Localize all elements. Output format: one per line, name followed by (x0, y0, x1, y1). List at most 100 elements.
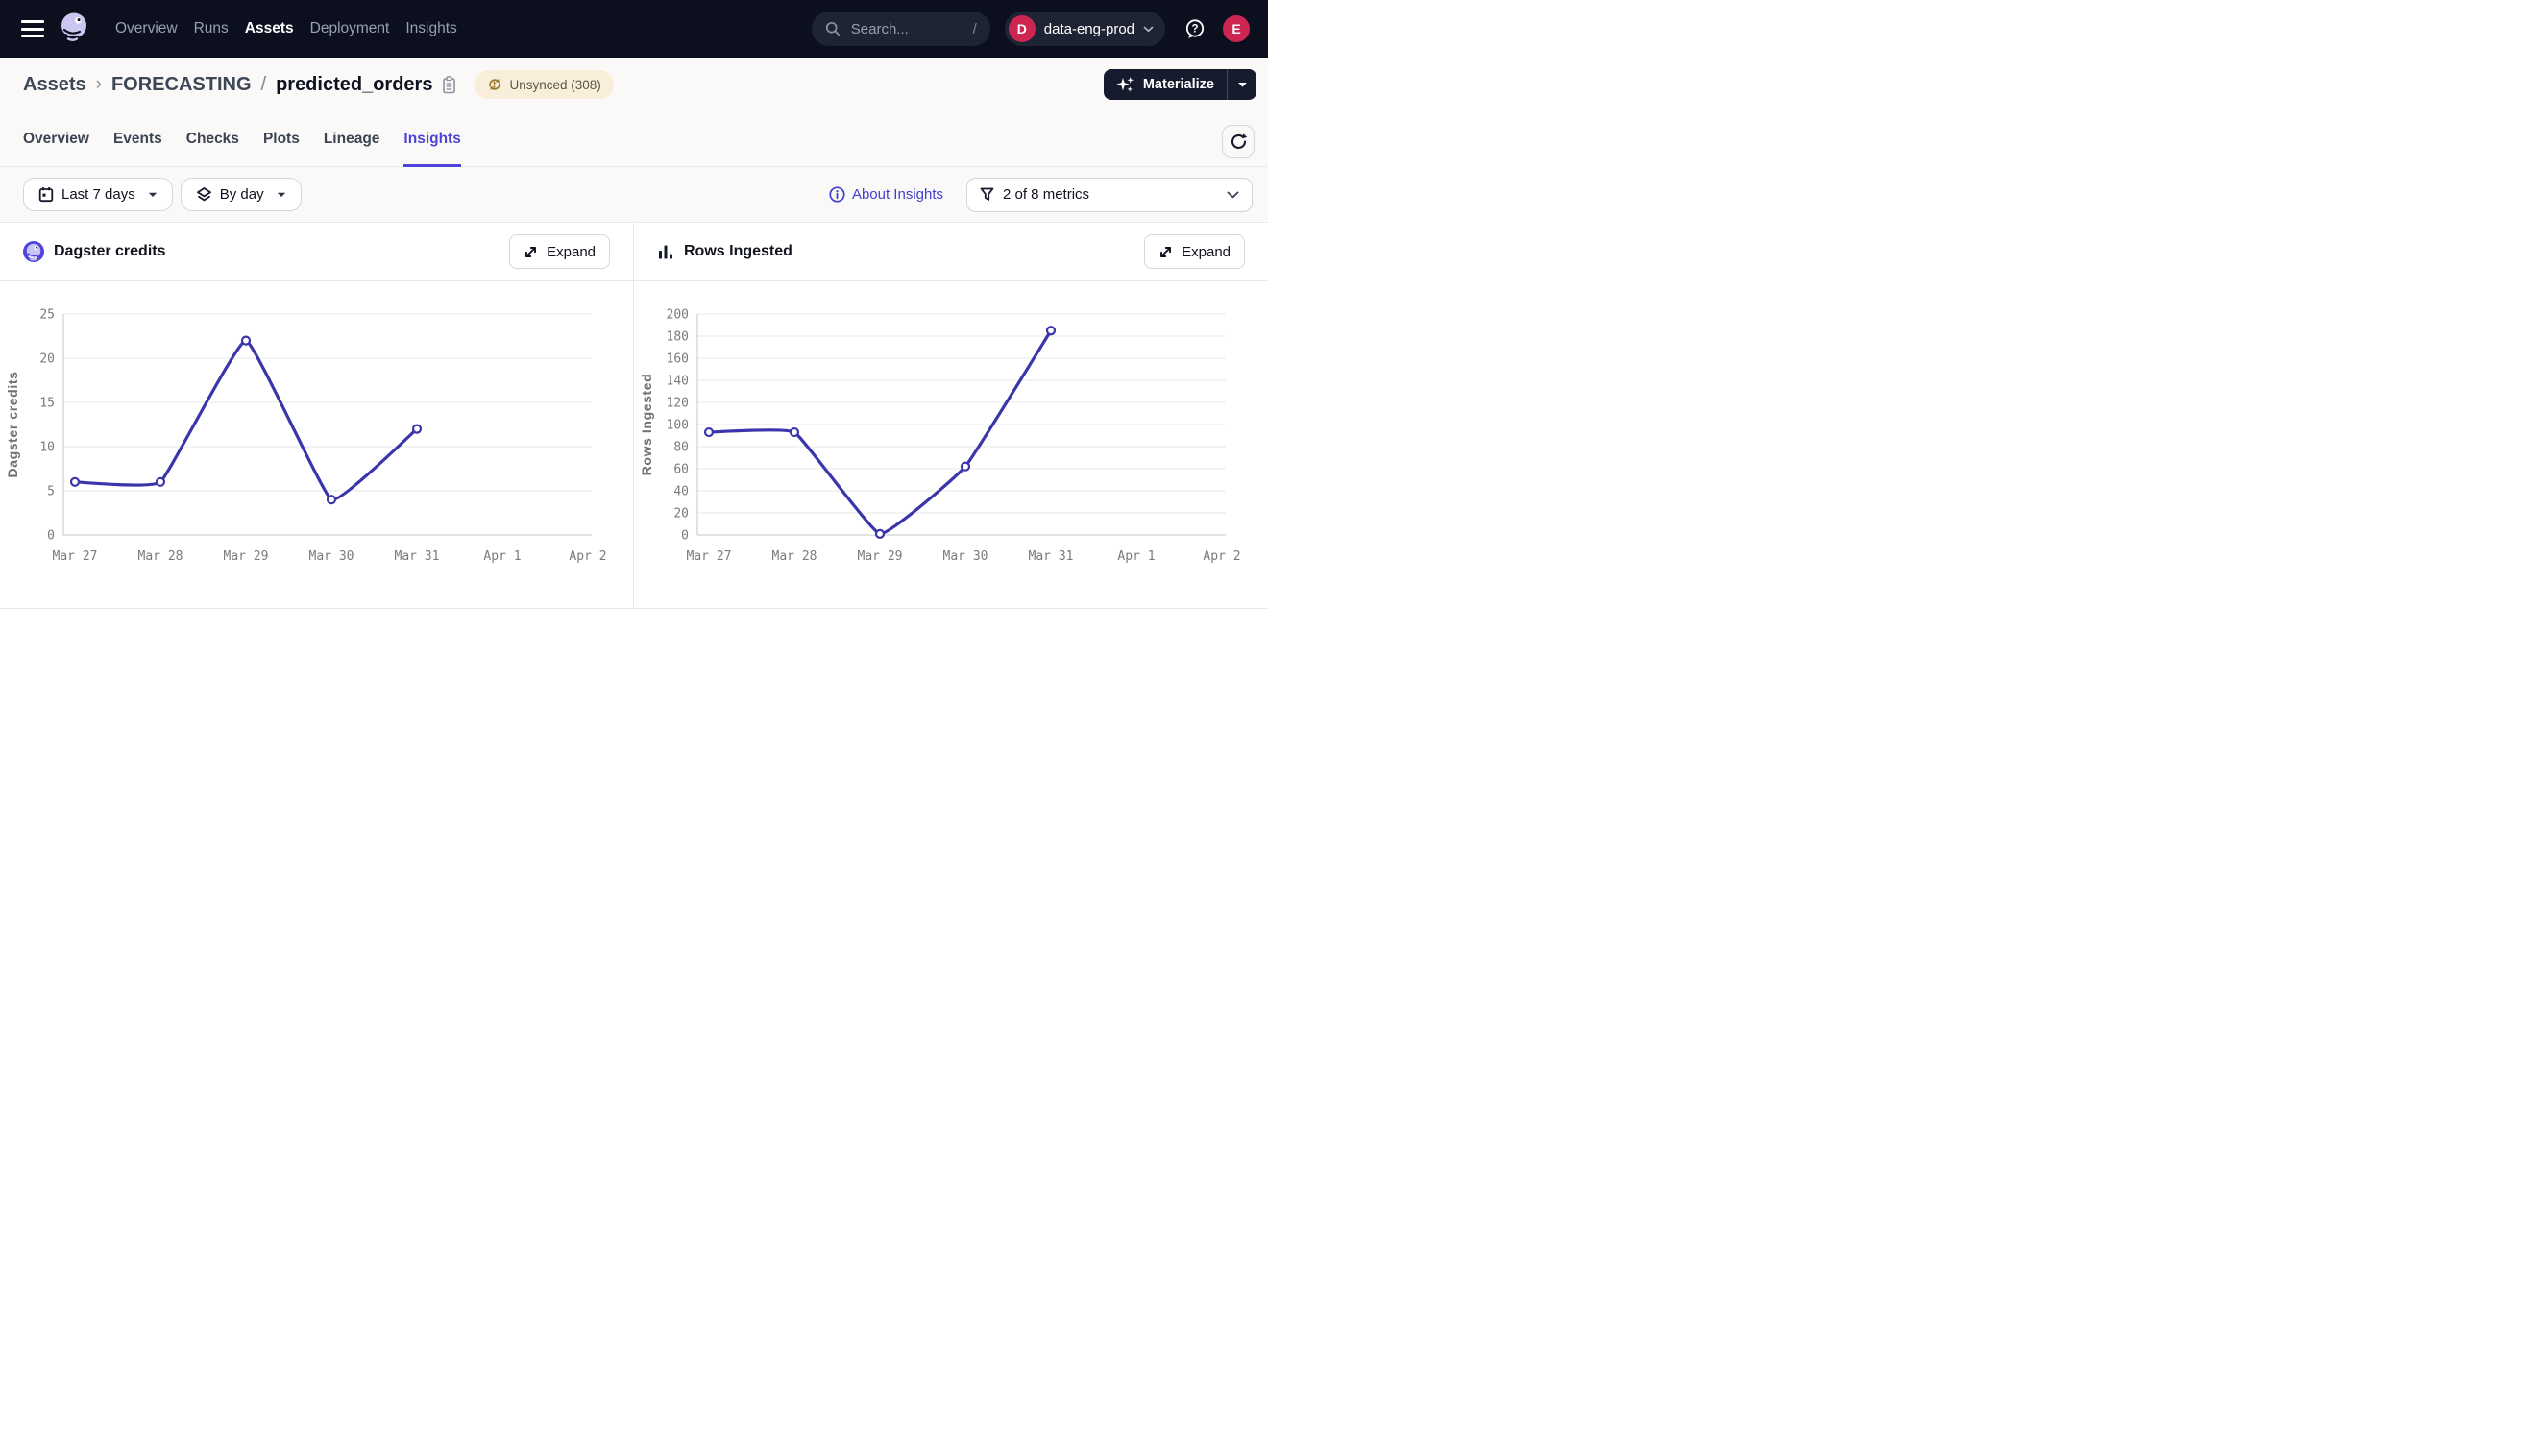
chevron-down-icon (1143, 26, 1154, 33)
svg-text:120: 120 (667, 397, 689, 411)
svg-text:Mar 27: Mar 27 (687, 549, 732, 564)
svg-text:Mar 28: Mar 28 (772, 549, 817, 564)
deployment-name: data-eng-prod (1044, 21, 1134, 37)
nav-runs[interactable]: Runs (194, 20, 229, 37)
tab-lineage[interactable]: Lineage (324, 111, 380, 166)
svg-text:?: ? (1191, 24, 1198, 36)
materialize-options-caret[interactable] (1228, 69, 1256, 100)
svg-text:160: 160 (667, 352, 689, 367)
expand-rows-ingested-button[interactable]: Expand (1144, 234, 1245, 269)
filter-funnel-icon (980, 187, 994, 202)
svg-text:Mar 28: Mar 28 (138, 549, 183, 564)
svg-text:Mar 29: Mar 29 (858, 549, 903, 564)
refresh-button[interactable] (1222, 125, 1255, 158)
primary-nav: Overview Runs Assets Deployment Insights (115, 20, 457, 37)
chevron-down-icon (277, 192, 286, 198)
nav-overview[interactable]: Overview (115, 20, 178, 37)
svg-text:Mar 31: Mar 31 (395, 549, 440, 564)
refresh-icon (1230, 133, 1248, 151)
svg-text:0: 0 (681, 529, 689, 544)
layers-icon (196, 187, 212, 203)
top-navigation-bar: Overview Runs Assets Deployment Insights… (0, 0, 1268, 58)
dagster-credits-chart: 0510152025Mar 27Mar 28Mar 29Mar 30Mar 31… (0, 281, 633, 608)
info-icon (829, 186, 845, 203)
rows-ingested-chart: 020406080100120140160180200Mar 27Mar 28M… (634, 281, 1267, 608)
svg-text:60: 60 (673, 463, 689, 477)
rows-ingested-header: Rows Ingested Expand (634, 223, 1268, 281)
materialize-button[interactable]: Materialize (1104, 69, 1227, 100)
search-input[interactable] (849, 20, 964, 38)
svg-text:20: 20 (39, 352, 55, 367)
breadcrumb-chevron: › (96, 74, 102, 95)
metrics-filter-label: 2 of 8 metrics (1003, 186, 1089, 203)
nav-deployment[interactable]: Deployment (310, 20, 390, 37)
svg-text:Rows Ingested: Rows Ingested (639, 374, 654, 476)
breadcrumb-separator: / (261, 74, 267, 96)
bar-chart-icon (657, 243, 674, 260)
metrics-filter-select[interactable]: 2 of 8 metrics (966, 178, 1253, 212)
svg-text:10: 10 (39, 441, 55, 455)
svg-text:Mar 30: Mar 30 (309, 549, 354, 564)
tab-checks[interactable]: Checks (186, 111, 239, 166)
insights-filter-row: Last 7 days By day About Insights (0, 167, 1268, 222)
tab-plots[interactable]: Plots (263, 111, 300, 166)
materialize-split-button: Materialize (1104, 69, 1256, 100)
breadcrumb-group-link[interactable]: FORECASTING (111, 74, 252, 96)
search-shortcut-hint: / (973, 21, 977, 37)
svg-text:180: 180 (667, 330, 689, 345)
dagster-credits-title: Dagster credits (54, 243, 166, 260)
about-insights-label: About Insights (852, 186, 943, 203)
svg-text:Apr 1: Apr 1 (483, 549, 521, 564)
svg-text:100: 100 (667, 419, 689, 433)
search-icon (825, 21, 841, 36)
expand-dagster-credits-button[interactable]: Expand (509, 234, 610, 269)
expand-label: Expand (1182, 244, 1231, 260)
copy-asset-name-icon[interactable] (441, 76, 457, 94)
svg-text:40: 40 (673, 485, 689, 499)
dagster-credits-icon (23, 241, 44, 262)
date-range-dropdown[interactable]: Last 7 days (23, 178, 173, 211)
tab-insights[interactable]: Insights (403, 111, 460, 166)
svg-text:140: 140 (667, 375, 689, 389)
tab-overview[interactable]: Overview (23, 111, 89, 166)
date-range-label: Last 7 days (61, 186, 135, 203)
svg-text:Mar 29: Mar 29 (224, 549, 269, 564)
materialize-label: Materialize (1143, 77, 1214, 92)
svg-text:Dagster credits: Dagster credits (5, 372, 20, 478)
breadcrumb-row: Assets › FORECASTING / predicted_orders (0, 58, 1268, 111)
granularity-label: By day (220, 186, 264, 203)
user-avatar[interactable]: E (1223, 15, 1250, 42)
about-insights-link[interactable]: About Insights (829, 186, 943, 203)
nav-insights[interactable]: Insights (405, 20, 456, 37)
page-header: Assets › FORECASTING / predicted_orders (0, 58, 1268, 222)
svg-text:200: 200 (667, 308, 689, 323)
search-box[interactable]: / (812, 12, 990, 46)
tab-events[interactable]: Events (113, 111, 162, 166)
dagster-credits-panel: Dagster credits Expand 0510152025Mar 27M… (0, 223, 634, 608)
unsynced-status-badge[interactable]: Unsynced (308) (475, 70, 613, 99)
chevron-down-icon (1227, 191, 1239, 199)
dagster-credits-header: Dagster credits Expand (0, 223, 633, 281)
expand-icon (1158, 245, 1173, 259)
deployment-switcher[interactable]: D data-eng-prod (1005, 12, 1165, 46)
svg-text:15: 15 (39, 397, 55, 411)
chevron-down-icon (148, 192, 158, 198)
svg-text:25: 25 (39, 308, 55, 323)
help-icon[interactable]: ? (1183, 17, 1207, 40)
rows-ingested-title: Rows Ingested (684, 243, 792, 260)
dagster-logo-icon[interactable] (58, 11, 90, 48)
menu-icon[interactable] (21, 20, 44, 37)
breadcrumb: Assets › FORECASTING / predicted_orders (23, 74, 432, 96)
breadcrumb-assets-link[interactable]: Assets (23, 74, 86, 96)
nav-assets[interactable]: Assets (245, 20, 294, 37)
sync-alert-icon (487, 77, 502, 92)
calendar-icon (38, 186, 54, 203)
svg-text:Apr 1: Apr 1 (1117, 549, 1155, 564)
unsynced-label: Unsynced (308) (509, 78, 600, 92)
svg-text:Apr 2: Apr 2 (569, 549, 606, 564)
page-title: predicted_orders (276, 74, 432, 96)
expand-label: Expand (547, 244, 596, 260)
deployment-initial-badge: D (1009, 15, 1036, 42)
granularity-dropdown[interactable]: By day (181, 178, 302, 211)
sparkles-icon (1116, 76, 1134, 93)
